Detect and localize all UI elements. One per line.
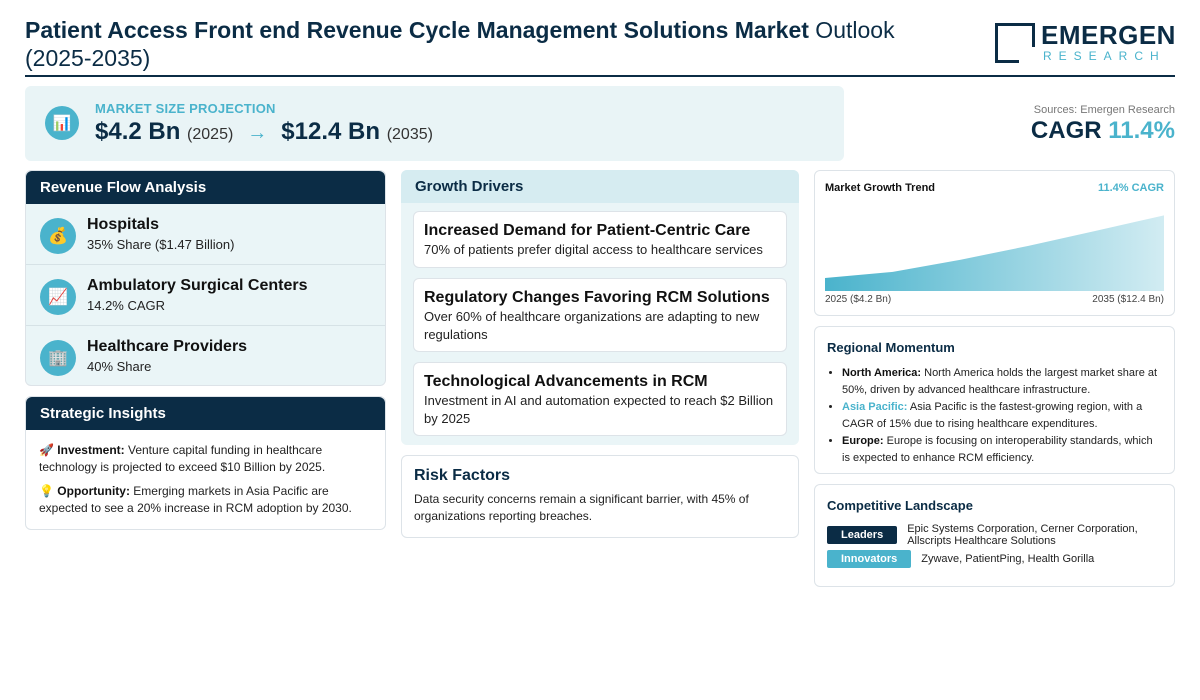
driver-title: Increased Demand for Patient-Centric Car… xyxy=(424,222,751,239)
projection-end-value: $12.4 Bn xyxy=(281,118,381,145)
projection-values: $4.2 Bn (2025) → $12.4 Bn (2035) xyxy=(95,118,433,146)
driver-item: Regulatory Changes Favoring RCM Solution… xyxy=(413,278,787,352)
insight-label: Opportunity: xyxy=(57,484,130,498)
innovators-list: Zywave, PatientPing, Health Gorilla xyxy=(921,553,1095,565)
insight-opportunity: 💡 Opportunity: Emerging markets in Asia … xyxy=(26,483,385,517)
innovators-row: Innovators Zywave, PatientPing, Health G… xyxy=(827,550,1094,568)
revenue-item-sub: 40% Share xyxy=(87,359,152,374)
risk-factors-card: Risk Factors Data security concerns rema… xyxy=(401,455,799,538)
x-label-start: 2025 ($4.2 Bn) xyxy=(825,294,892,305)
market-growth-trend-card: Market Growth Trend 11.4% CAGR 2025 ($4.… xyxy=(814,170,1175,316)
growth-drivers-title: Growth Drivers xyxy=(401,170,799,203)
revenue-item-title: Healthcare Providers xyxy=(87,338,248,355)
revenue-item: 💰 Hospitals 35% Share ($1.47 Billion) xyxy=(26,204,385,265)
projection-start-value: $4.2 Bn xyxy=(95,118,181,145)
region-text: North America holds the largest market s… xyxy=(842,367,1158,396)
driver-title: Technological Advancements in RCM xyxy=(424,373,708,390)
growth-area-chart xyxy=(825,215,1164,291)
region-label: North America: xyxy=(842,367,922,379)
sources-note: Sources: Emergen Research xyxy=(1033,104,1175,116)
innovators-badge: Innovators xyxy=(827,550,912,568)
region-item: Asia Pacific: Asia Pacific is the fastes… xyxy=(842,399,1162,432)
money-bag-icon: 💰 xyxy=(40,218,76,254)
lightbulb-icon: 💡 xyxy=(39,484,54,498)
cagr-display: CAGR 11.4% xyxy=(1031,117,1175,145)
logo-subtitle: RESEARCH xyxy=(1043,49,1166,63)
risk-factors-title: Risk Factors xyxy=(414,467,511,484)
strategic-insights-title: Strategic Insights xyxy=(26,397,385,430)
driver-sub: 70% of patients prefer digital access to… xyxy=(424,242,763,257)
logo-name: EMERGEN xyxy=(1041,20,1176,50)
chart-title: Market Growth Trend xyxy=(825,182,936,194)
growth-area xyxy=(825,215,1164,291)
revenue-item-sub: 35% Share ($1.47 Billion) xyxy=(87,237,235,252)
insight-label: Investment: xyxy=(57,443,125,457)
growth-drivers-card: Growth Drivers Increased Demand for Pati… xyxy=(401,170,799,445)
leaders-row: Leaders Epic Systems Corporation, Cerner… xyxy=(827,523,1147,547)
region-label: Europe: xyxy=(842,435,884,447)
leaders-list: Epic Systems Corporation, Cerner Corpora… xyxy=(907,523,1138,547)
region-text: Europe is focusing on interoperability s… xyxy=(842,435,1153,464)
building-icon: 🏢 xyxy=(40,340,76,376)
regional-momentum-title: Regional Momentum xyxy=(827,340,955,355)
driver-item: Technological Advancements in RCM Invest… xyxy=(413,362,787,436)
projection-end-year: (2035) xyxy=(386,126,433,143)
revenue-item: 📈 Ambulatory Surgical Centers 14.2% CAGR xyxy=(26,265,385,326)
rocket-icon: 🚀 xyxy=(39,443,54,457)
competitive-landscape-card: Competitive Landscape Leaders Epic Syste… xyxy=(814,484,1175,587)
bar-chart-icon: 📊 xyxy=(45,106,79,140)
page-title: Patient Access Front end Revenue Cycle M… xyxy=(25,16,955,72)
driver-item: Increased Demand for Patient-Centric Car… xyxy=(413,211,787,268)
arrow-right-icon: → xyxy=(247,122,268,144)
revenue-item-title: Ambulatory Surgical Centers xyxy=(87,277,308,294)
chart-cagr-annotation: 11.4% CAGR xyxy=(1097,182,1164,194)
title-main: Patient Access Front end Revenue Cycle M… xyxy=(25,17,809,43)
revenue-item-sub: 14.2% CAGR xyxy=(87,298,166,313)
region-text: Asia Pacific is the fastest-growing regi… xyxy=(842,401,1143,430)
market-size-projection: 📊 MARKET SIZE PROJECTION $4.2 Bn (2025) →… xyxy=(25,86,844,161)
leaders-badge: Leaders xyxy=(827,526,898,544)
driver-sub: Over 60% of healthcare organizations are… xyxy=(424,309,760,342)
regional-momentum-card: Regional Momentum North America: North A… xyxy=(814,326,1175,474)
emergen-logo: EMERGEN RESEARCH xyxy=(995,20,1175,64)
region-label: Asia Pacific: xyxy=(842,401,908,413)
driver-sub: Investment in AI and automation expected… xyxy=(424,393,774,426)
trend-chart-icon: 📈 xyxy=(40,279,76,315)
risk-factors-text: Data security concerns remain a signific… xyxy=(414,492,749,523)
competitive-landscape-title: Competitive Landscape xyxy=(827,498,973,513)
driver-title: Regulatory Changes Favoring RCM Solution… xyxy=(424,289,770,306)
insight-investment: 🚀 Investment: Venture capital funding in… xyxy=(26,442,385,476)
revenue-flow-card: Revenue Flow Analysis 💰 Hospitals 35% Sh… xyxy=(25,170,386,386)
cagr-label: CAGR xyxy=(1030,117,1102,144)
logo-mark-icon xyxy=(995,23,1035,63)
page-header: Patient Access Front end Revenue Cycle M… xyxy=(25,14,1175,77)
region-item: Europe: Europe is focusing on interopera… xyxy=(842,433,1162,466)
insight-text: Venture capital funding in healthcare te… xyxy=(39,443,326,474)
x-label-end: 2035 ($12.4 Bn) xyxy=(1092,294,1164,305)
projection-start-year: (2025) xyxy=(187,126,234,143)
revenue-flow-title: Revenue Flow Analysis xyxy=(26,171,385,204)
cagr-value: 11.4% xyxy=(1108,117,1175,144)
insight-text: Emerging markets in Asia Pacific are exp… xyxy=(39,484,352,515)
region-item: North America: North America holds the l… xyxy=(842,365,1162,398)
revenue-item-title: Hospitals xyxy=(87,216,160,233)
strategic-insights-card: Strategic Insights 🚀 Investment: Venture… xyxy=(25,396,386,530)
regional-list: North America: North America holds the l… xyxy=(827,365,1162,466)
revenue-item: 🏢 Healthcare Providers 40% Share xyxy=(26,326,385,387)
title-suffix: Outlook (2025-2035) xyxy=(25,17,895,71)
projection-label: MARKET SIZE PROJECTION xyxy=(95,101,276,116)
